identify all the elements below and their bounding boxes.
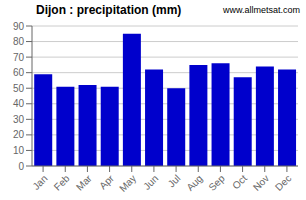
svg-text:Mar: Mar: [74, 172, 94, 192]
svg-text:Sep: Sep: [206, 172, 227, 193]
svg-text:0: 0: [18, 161, 24, 172]
svg-text:20: 20: [13, 129, 25, 140]
svg-text:Feb: Feb: [52, 172, 72, 192]
svg-text:Jul: Jul: [166, 173, 183, 190]
svg-text:30: 30: [13, 114, 25, 125]
svg-text:Dec: Dec: [273, 173, 293, 193]
svg-text:Jun: Jun: [141, 173, 160, 192]
svg-text:90: 90: [13, 21, 25, 32]
svg-text:70: 70: [13, 52, 25, 63]
html-text:Dijon : precipitation (mm): Dijon : precipitation (mm): [36, 3, 182, 17]
svg-text:Oct: Oct: [230, 173, 249, 192]
svg-text:50: 50: [13, 83, 25, 94]
svg-text:May: May: [117, 173, 138, 194]
svg-text:Jan: Jan: [30, 173, 49, 192]
html-text:www.allmetsat.com: www.allmetsat.com: [223, 5, 300, 15]
svg-text:Aug: Aug: [184, 173, 204, 193]
svg-text:10: 10: [13, 145, 25, 156]
svg-text:80: 80: [13, 36, 25, 47]
svg-text:Nov: Nov: [251, 173, 271, 193]
svg-text:Apr: Apr: [97, 172, 116, 191]
svg-text:60: 60: [13, 67, 25, 78]
svg-text:40: 40: [13, 98, 25, 109]
